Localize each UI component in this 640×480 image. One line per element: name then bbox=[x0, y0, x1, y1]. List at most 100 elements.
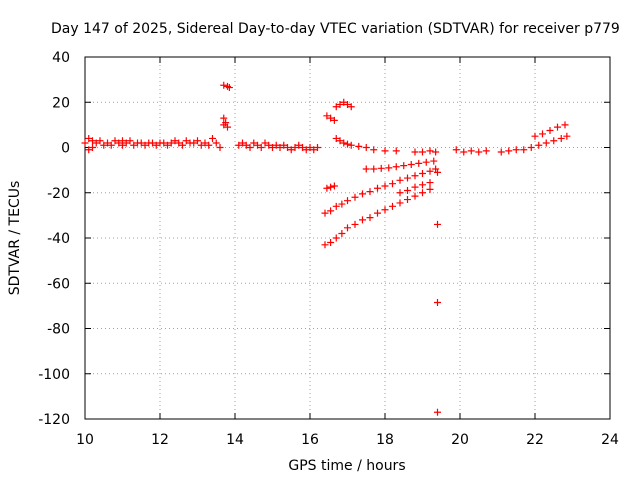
data-point bbox=[419, 170, 426, 178]
data-point bbox=[340, 98, 348, 106]
data-point bbox=[370, 146, 378, 154]
x-tick-label: 22 bbox=[526, 432, 544, 448]
data-point bbox=[194, 137, 201, 145]
x-tick-label: 24 bbox=[601, 432, 619, 448]
data-point bbox=[359, 190, 366, 198]
data-point bbox=[374, 209, 381, 217]
data-point bbox=[220, 114, 228, 122]
y-tick-label: 0 bbox=[61, 141, 70, 157]
data-point bbox=[404, 174, 411, 182]
data-point bbox=[92, 139, 100, 147]
data-point bbox=[396, 189, 404, 197]
data-point bbox=[302, 146, 310, 154]
data-point bbox=[126, 137, 134, 145]
data-point bbox=[404, 196, 411, 204]
y-tick-label: -120 bbox=[38, 412, 70, 428]
data-point bbox=[392, 147, 400, 155]
data-point bbox=[366, 214, 374, 222]
data-point bbox=[175, 139, 183, 147]
data-point bbox=[314, 144, 321, 151]
plot-frame bbox=[84, 56, 611, 420]
data-point bbox=[250, 139, 258, 147]
data-point bbox=[225, 84, 233, 92]
data-point bbox=[330, 116, 338, 124]
data-point bbox=[396, 199, 404, 207]
y-tick-label: -100 bbox=[38, 367, 70, 383]
data-point bbox=[261, 139, 269, 147]
data-point bbox=[265, 141, 273, 149]
data-point bbox=[299, 144, 306, 151]
data-point bbox=[336, 137, 344, 145]
data-point bbox=[287, 146, 295, 154]
axis-ticks: 10 12 14 16 18 20 22 24 40 20 0 -20 -40 -60 -80 -100 -12… bbox=[38, 50, 619, 448]
data-point bbox=[179, 141, 186, 149]
data-point bbox=[359, 216, 366, 224]
data-point bbox=[434, 408, 441, 416]
data-point bbox=[336, 101, 344, 109]
data-point bbox=[434, 298, 441, 306]
data-point bbox=[119, 137, 126, 145]
data-point bbox=[539, 130, 546, 138]
data-point bbox=[327, 114, 335, 122]
data-point bbox=[100, 141, 108, 149]
data-point bbox=[374, 184, 381, 192]
data-point bbox=[355, 142, 363, 150]
data-point bbox=[306, 144, 314, 151]
data-point bbox=[411, 183, 419, 191]
data-point bbox=[291, 144, 299, 151]
data-point bbox=[426, 185, 434, 193]
data-point bbox=[411, 192, 419, 200]
data-point bbox=[351, 193, 359, 201]
data-point bbox=[344, 197, 351, 205]
data-point bbox=[111, 137, 119, 145]
data-point bbox=[505, 147, 513, 155]
x-tick-label: 18 bbox=[376, 432, 394, 448]
x-tick-label: 10 bbox=[76, 432, 94, 448]
data-point bbox=[535, 141, 543, 149]
data-point bbox=[104, 139, 111, 147]
data-point bbox=[224, 123, 231, 131]
data-point bbox=[377, 164, 385, 172]
data-point bbox=[467, 147, 475, 155]
data-point bbox=[141, 141, 149, 149]
data-point bbox=[222, 119, 230, 127]
grid-lines bbox=[85, 57, 610, 419]
data-points bbox=[81, 81, 571, 416]
data-point bbox=[272, 141, 280, 149]
data-point bbox=[400, 162, 408, 170]
data-point bbox=[430, 157, 438, 165]
data-point bbox=[370, 165, 378, 173]
data-point bbox=[362, 144, 370, 151]
data-point bbox=[164, 141, 171, 149]
data-point bbox=[85, 134, 93, 142]
data-point bbox=[434, 220, 441, 228]
data-point bbox=[246, 144, 254, 151]
data-point bbox=[557, 134, 565, 142]
data-point bbox=[404, 186, 411, 194]
data-point bbox=[351, 220, 359, 228]
data-point bbox=[257, 144, 265, 151]
data-point bbox=[411, 172, 419, 180]
data-point bbox=[254, 141, 261, 149]
data-point bbox=[149, 139, 156, 147]
data-point bbox=[122, 139, 130, 147]
data-point bbox=[81, 139, 89, 147]
data-point bbox=[344, 101, 351, 109]
data-point bbox=[201, 139, 209, 147]
data-point bbox=[389, 180, 396, 188]
y-tick-label: -80 bbox=[47, 322, 70, 338]
data-point bbox=[235, 141, 243, 149]
data-point bbox=[460, 148, 468, 156]
data-point bbox=[520, 146, 528, 154]
data-point bbox=[89, 144, 96, 151]
data-point bbox=[96, 137, 104, 145]
data-point bbox=[366, 188, 374, 196]
data-point bbox=[284, 144, 291, 151]
data-point bbox=[330, 182, 338, 190]
data-point bbox=[182, 137, 190, 145]
data-point bbox=[419, 189, 426, 197]
y-axis-label: SDTVAR / TECUs bbox=[7, 181, 23, 296]
data-point bbox=[389, 202, 396, 210]
y-tick-label: -20 bbox=[47, 186, 70, 202]
data-point bbox=[419, 148, 426, 156]
